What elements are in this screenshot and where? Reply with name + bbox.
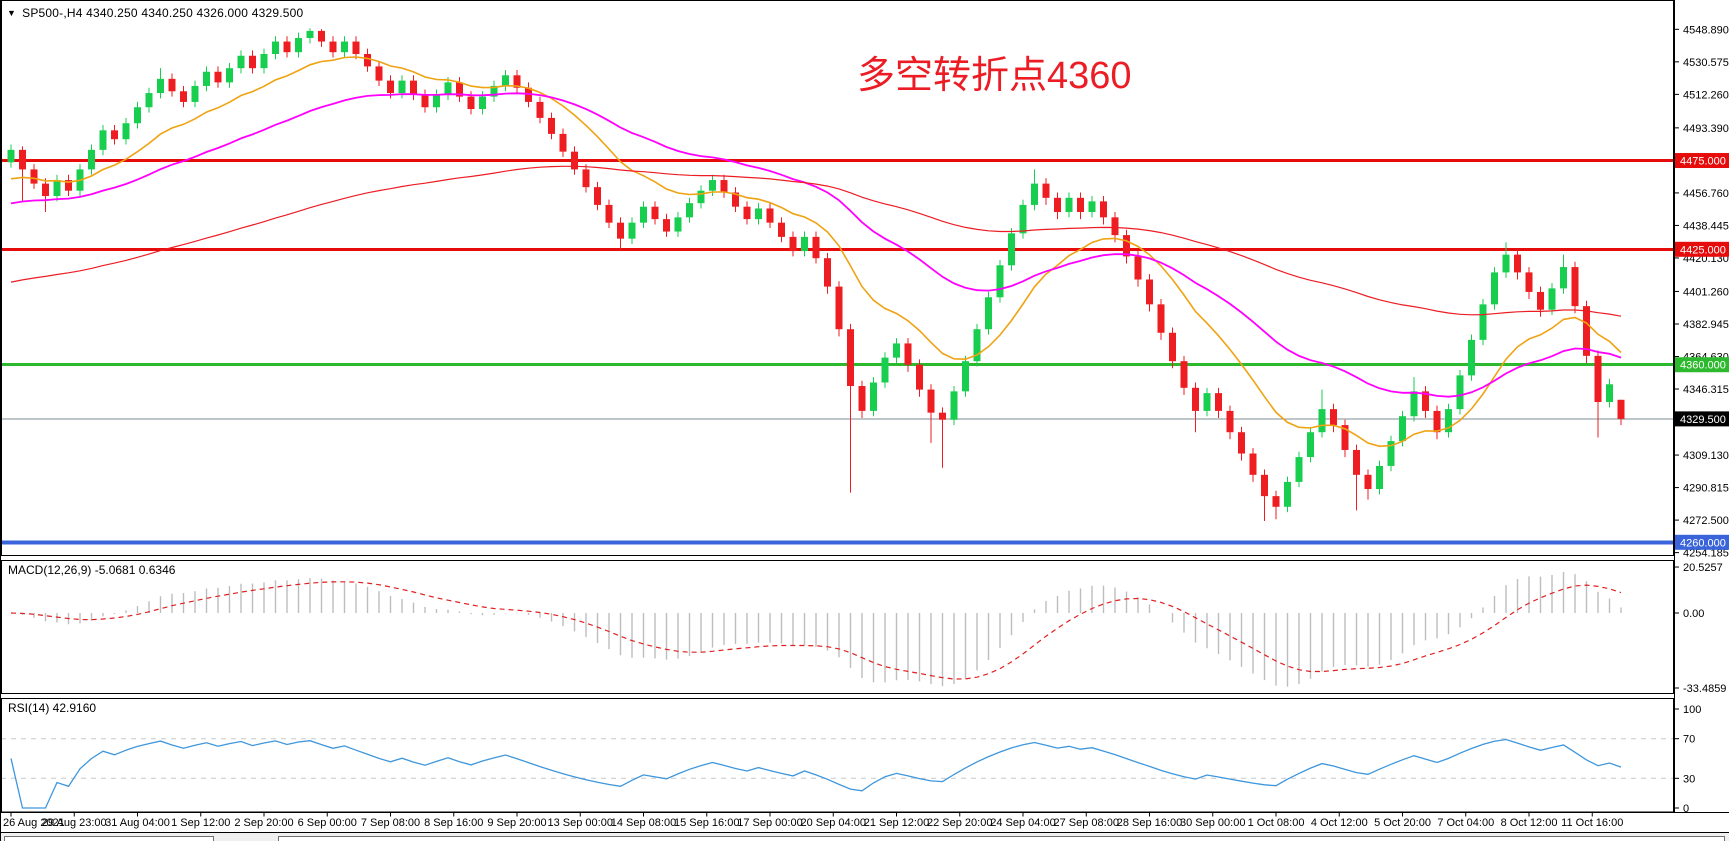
macd-histogram bbox=[21, 572, 1622, 687]
time-label: 13 Sep 00:00 bbox=[548, 817, 613, 829]
time-label: 17 Sep 00:00 bbox=[737, 817, 802, 829]
time-label: 9 Sep 20:00 bbox=[487, 817, 546, 829]
svg-text:-33.4859: -33.4859 bbox=[1683, 683, 1726, 695]
ema-fast-orange bbox=[10, 56, 1622, 448]
svg-text:4346.315: 4346.315 bbox=[1683, 384, 1729, 396]
svg-text:4290.815: 4290.815 bbox=[1683, 483, 1729, 495]
svg-text:4493.390: 4493.390 bbox=[1683, 123, 1729, 135]
macd-indicator-label: MACD(12,26,9) -5.0681 0.6346 bbox=[8, 563, 176, 577]
time-label: 31 Aug 04:00 bbox=[105, 817, 170, 829]
time-label: 28 Sep 16:00 bbox=[1117, 817, 1182, 829]
svg-text:4260.000: 4260.000 bbox=[1680, 537, 1726, 549]
svg-text:4530.575: 4530.575 bbox=[1683, 57, 1729, 69]
time-label: 5 Oct 20:00 bbox=[1374, 817, 1431, 829]
svg-text:4329.500: 4329.500 bbox=[1680, 414, 1726, 426]
price-badge-4360.000 bbox=[1675, 357, 1729, 373]
svg-text:4272.500: 4272.500 bbox=[1683, 515, 1729, 527]
price-scale: 4548.890 4530.575 4512.260 4493.390 4456.760… bbox=[1674, 24, 1729, 815]
price-badge-4329.500 bbox=[1675, 411, 1729, 427]
bottom-panel-box-right bbox=[278, 836, 1725, 841]
time-label: 8 Sep 16:00 bbox=[424, 817, 483, 829]
chart-collapse-icon[interactable]: ▼ bbox=[7, 7, 17, 18]
time-label: 24 Sep 04:00 bbox=[990, 817, 1055, 829]
time-label: 6 Sep 00:00 bbox=[298, 817, 357, 829]
macd-signal-line bbox=[10, 581, 1622, 680]
svg-text:4475.000: 4475.000 bbox=[1680, 156, 1726, 168]
horizontal-lines[interactable] bbox=[1, 159, 1674, 545]
svg-text:20.5257: 20.5257 bbox=[1683, 562, 1723, 574]
time-label: 2 Sep 20:00 bbox=[234, 817, 293, 829]
time-label: 4 Oct 12:00 bbox=[1311, 817, 1368, 829]
time-label: 22 Sep 20:00 bbox=[927, 817, 992, 829]
symbol-info-bar: ▼ SP500-,H4 4340.250 4340.250 4326.000 4… bbox=[7, 6, 303, 20]
time-label: 8 Oct 12:00 bbox=[1501, 817, 1558, 829]
price-badge-4425.000 bbox=[1675, 241, 1729, 257]
price-badge-4475.000 bbox=[1675, 153, 1729, 169]
svg-text:70: 70 bbox=[1683, 734, 1695, 746]
svg-text:4360.000: 4360.000 bbox=[1680, 360, 1726, 372]
svg-text:4438.445: 4438.445 bbox=[1683, 220, 1729, 232]
svg-text:0.00: 0.00 bbox=[1683, 608, 1704, 620]
svg-text:0: 0 bbox=[1683, 803, 1689, 815]
time-label: 7 Oct 04:00 bbox=[1437, 817, 1494, 829]
svg-text:4456.760: 4456.760 bbox=[1683, 188, 1729, 200]
candlestick-series bbox=[7, 28, 1625, 521]
time-label: 29 Aug 23:00 bbox=[42, 817, 107, 829]
ema-mid-magenta bbox=[10, 92, 1622, 398]
svg-text:4401.260: 4401.260 bbox=[1683, 286, 1729, 298]
ema-slow-red bbox=[10, 165, 1622, 317]
time-label: 26 Aug 2021 bbox=[3, 817, 65, 829]
symbol-ohlc-text: SP500-,H4 4340.250 4340.250 4326.000 432… bbox=[22, 6, 304, 20]
rsi-levels bbox=[2, 738, 1673, 779]
time-label: 27 Sep 08:00 bbox=[1054, 817, 1119, 829]
svg-text:4512.260: 4512.260 bbox=[1683, 89, 1729, 101]
svg-text:4425.000: 4425.000 bbox=[1680, 244, 1726, 256]
pane-borders bbox=[1, 0, 1729, 813]
svg-text:100: 100 bbox=[1683, 704, 1701, 716]
time-label: 21 Sep 12:00 bbox=[864, 817, 929, 829]
annotation-text[interactable]: 多空转折点4360 bbox=[857, 55, 1132, 97]
svg-text:4254.185: 4254.185 bbox=[1683, 548, 1729, 560]
price-badge-4260.000 bbox=[1675, 534, 1729, 550]
svg-text:4548.890: 4548.890 bbox=[1683, 24, 1729, 36]
time-label: 1 Oct 08:00 bbox=[1248, 817, 1305, 829]
bottom-panel-box-left bbox=[4, 836, 214, 841]
svg-text:30: 30 bbox=[1683, 773, 1695, 785]
time-label: 30 Sep 00:00 bbox=[1180, 817, 1245, 829]
bottom-panel-edge bbox=[1, 832, 1729, 841]
time-label: 1 Sep 12:00 bbox=[171, 817, 230, 829]
svg-text:4382.945: 4382.945 bbox=[1683, 319, 1729, 331]
time-label: 11 Oct 16:00 bbox=[1561, 817, 1623, 829]
rsi-line bbox=[10, 738, 1622, 809]
price-badges: 4475.000 4425.000 4360.000 4329.500 4260.000 bbox=[1675, 153, 1729, 550]
time-label: 14 Sep 08:00 bbox=[611, 817, 676, 829]
time-label: 15 Sep 16:00 bbox=[674, 817, 739, 829]
svg-text:4309.130: 4309.130 bbox=[1683, 450, 1729, 462]
rsi-indicator-label: RSI(14) 42.9160 bbox=[8, 701, 97, 715]
time-label: 7 Sep 08:00 bbox=[361, 817, 420, 829]
time-label: 20 Sep 04:00 bbox=[801, 817, 866, 829]
